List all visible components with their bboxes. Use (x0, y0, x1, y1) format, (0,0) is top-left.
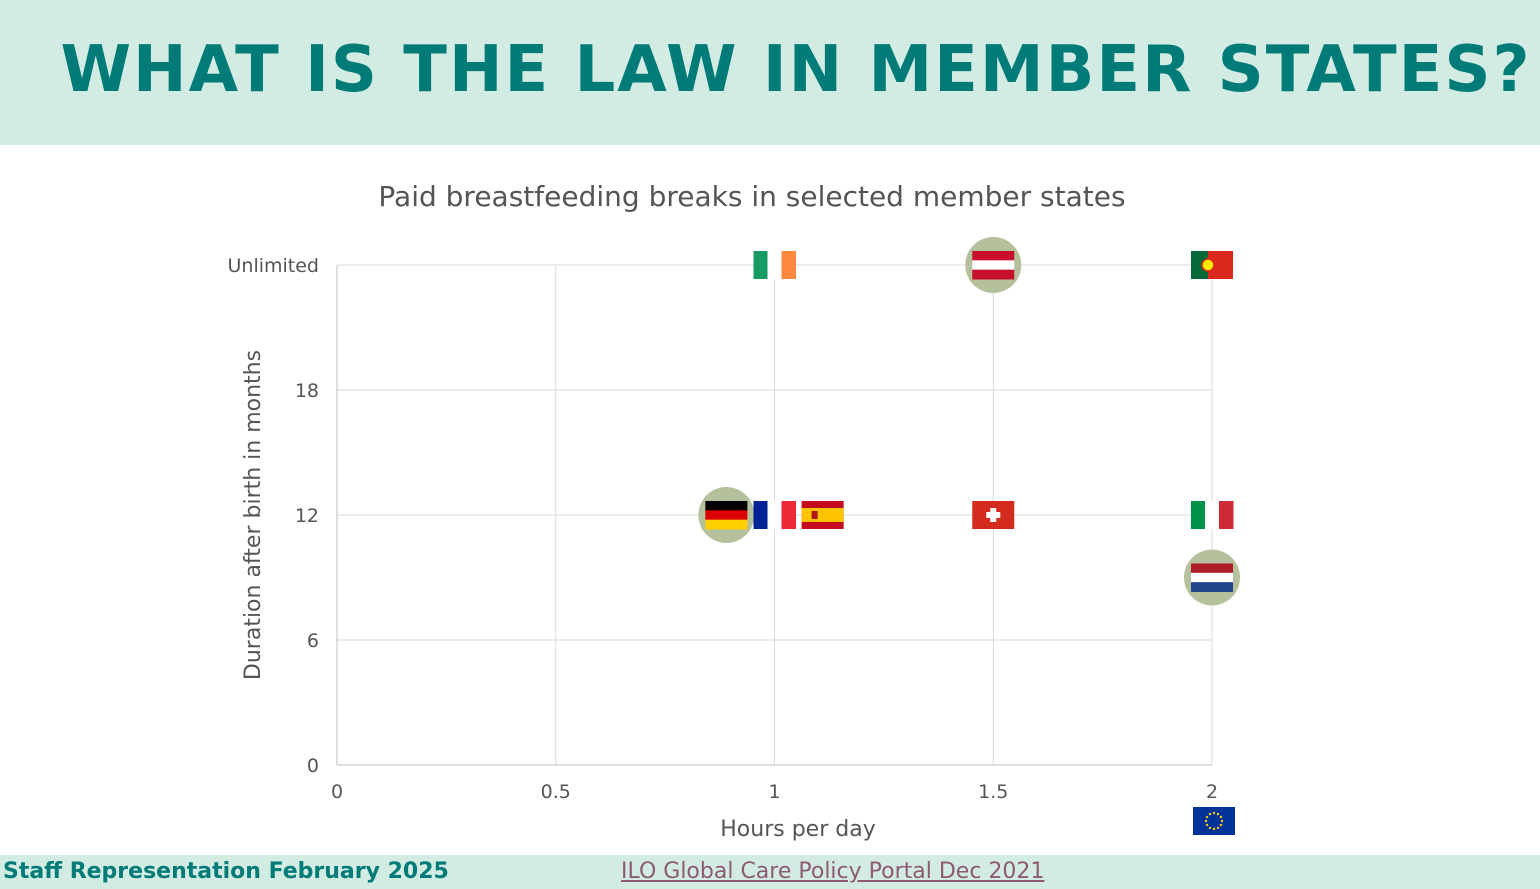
y-tick-label: 12 (295, 505, 319, 527)
source-link[interactable]: ILO Global Care Policy Portal Dec 2021 (621, 859, 1045, 884)
italy-flag-icon (1191, 501, 1234, 529)
spain-flag-icon (801, 501, 844, 529)
footer-credit: Staff Representation February 2025 (3, 859, 449, 884)
x-tick-label: 1 (768, 781, 780, 803)
y-axis-label: Duration after birth in months (241, 350, 266, 680)
y-tick-label: Unlimited (228, 255, 320, 277)
page-title: What is the law in member states? (60, 33, 1532, 107)
x-axis-label: Hours per day (720, 817, 875, 842)
austria-flag-icon (965, 237, 1022, 293)
portugal-flag-icon (1191, 251, 1233, 279)
ireland-flag-icon (753, 251, 796, 279)
switzerland-flag-icon (972, 501, 1015, 529)
y-tick-label: 18 (295, 380, 319, 402)
chart-tick-labels: 0 0.5 1 1.5 2 0 6 12 18 Unlimited (228, 255, 1219, 803)
chart: 0 0.5 1 1.5 2 0 6 12 18 Unlimited Paid breastfeed… (228, 180, 1240, 842)
germany-flag-icon (698, 487, 755, 543)
chart-title: Paid breastfeeding breaks in selected me… (378, 180, 1125, 213)
netherlands-flag-icon (1184, 549, 1240, 606)
header-banner: What is the law in member states? (0, 0, 1540, 145)
x-tick-label: 2 (1206, 781, 1218, 803)
france-flag-icon (753, 501, 796, 529)
x-tick-label: 0.5 (541, 781, 571, 803)
footer-bar: Staff Representation February 2025 ILO G… (0, 855, 1540, 889)
chart-points (698, 237, 1240, 606)
x-tick-label: 1.5 (978, 781, 1008, 803)
y-tick-label: 6 (307, 630, 319, 652)
x-tick-label: 0 (331, 781, 343, 803)
eu-flag-icon (1193, 807, 1235, 835)
y-tick-label: 0 (307, 755, 319, 777)
